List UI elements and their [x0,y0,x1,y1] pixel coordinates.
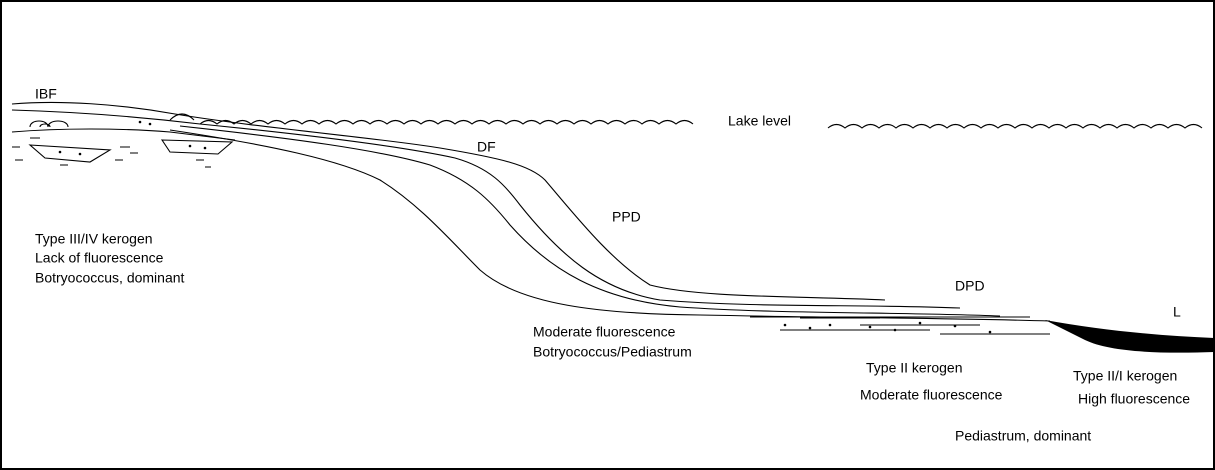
description: Type III/IV kerogen [35,231,153,247]
zone-label: Lake level [728,113,791,129]
lake-surface [827,123,1203,129]
description: Moderate fluorescence [533,324,676,340]
description: High fluorescence [1078,391,1190,407]
description: Type II/I kerogen [1073,368,1177,384]
description: Botryococcus/Pediastrum [533,344,692,360]
zone-label: L [1173,304,1181,320]
lens [28,144,112,163]
zone-label: IBF [35,86,57,102]
profile-line [179,125,1001,317]
description: Moderate fluorescence [860,387,1003,403]
lake-surface [199,119,694,125]
shelf-line [11,128,236,141]
description: Type II kerogen [866,360,963,376]
description: Botryococcus, dominant [35,270,185,286]
profile-line [11,109,961,309]
description: Pediastrum, dominant [955,428,1091,444]
description: Lack of fluorescence [35,250,164,266]
sediment-lines [750,316,1050,335]
sediment-dots [58,120,992,334]
laminated-sediment [1045,320,1214,353]
zone-label: PPD [612,209,641,225]
lens [160,139,234,155]
loops [29,120,69,128]
basin-profile [11,101,1214,353]
zone-label: DPD [955,278,985,294]
mound [169,113,195,121]
profile-line [11,101,886,301]
dashes [12,137,211,168]
zone-label: DF [477,139,496,155]
